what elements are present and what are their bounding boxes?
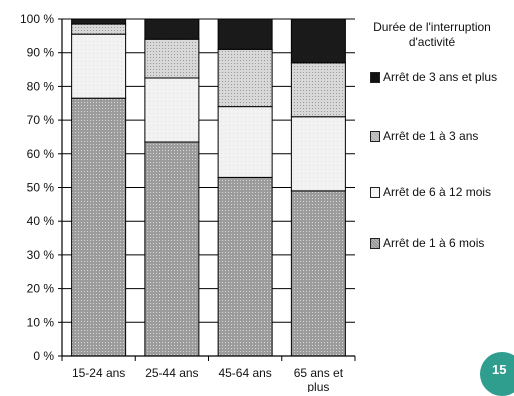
legend-swatch — [370, 186, 380, 198]
legend-title: Durée de l'interruption d'activité — [373, 20, 491, 49]
legend-label: Arrêt de 3 ans et plus — [383, 70, 498, 84]
y-tick-label: 100 % — [20, 12, 54, 26]
y-tick-label: 60 % — [27, 147, 55, 161]
legend-label: Arrêt de 6 à 12 mois — [383, 185, 492, 199]
bar-segment — [290, 190, 346, 357]
bar-segment — [217, 176, 273, 357]
bar-segment — [217, 18, 273, 50]
legend-item: Arrêt de 1 à 6 mois — [370, 236, 484, 250]
x-tick-label: 45-64 ans — [218, 366, 271, 380]
bar-segment — [290, 62, 346, 118]
y-tick-label: 0 % — [33, 349, 54, 363]
bar-segment — [144, 77, 200, 143]
bar-segment — [290, 116, 346, 192]
y-tick-label: 40 % — [27, 214, 55, 228]
page-number: 15 — [492, 362, 507, 377]
legend-item: Arrêt de 3 ans et plus — [370, 70, 497, 84]
y-tick-label: 20 % — [27, 282, 55, 296]
bar-segment — [71, 18, 127, 25]
bar-segment — [217, 48, 273, 108]
legend-label: Arrêt de 1 à 3 ans — [383, 129, 479, 143]
bars — [71, 18, 346, 357]
legend-swatch — [370, 71, 380, 83]
y-tick-label: 50 % — [27, 181, 55, 195]
y-tick-label: 70 % — [27, 113, 55, 127]
bar-segment — [290, 18, 346, 64]
bar-segment — [71, 97, 127, 357]
y-tick-label: 80 % — [27, 79, 55, 93]
y-tick-label: 10 % — [27, 315, 55, 329]
legend-label: Arrêt de 1 à 6 mois — [383, 236, 485, 250]
legend-swatch — [370, 130, 380, 142]
y-tick-labels: 0 % 10 % 20 % 30 % 40 % 50 % 60 % 70 % 80 % 90 % 1… — [20, 12, 54, 363]
x-tick-label: 15-24 ans — [72, 366, 125, 380]
bar-segment — [71, 33, 127, 99]
bar-segment — [144, 18, 200, 40]
y-tick-label: 30 % — [27, 248, 55, 262]
legend-item: Arrêt de 6 à 12 mois — [370, 185, 491, 199]
legend-swatch — [370, 237, 380, 249]
x-tick-label: 65 ans et plus — [294, 366, 344, 392]
bar-segment — [217, 106, 273, 178]
bar-segment — [71, 23, 127, 35]
x-tick-labels: 15-24 ans 25-44 ans 45-64 ans 65 ans et plus — [72, 366, 344, 392]
x-tick-label: 25-44 ans — [145, 366, 198, 380]
page-number-badge: 15 — [480, 352, 514, 396]
bar-segment — [144, 38, 200, 79]
legend-item: Arrêt de 1 à 3 ans — [370, 129, 478, 143]
axes — [61, 19, 356, 361]
y-tick-label: 90 % — [27, 46, 55, 60]
bar-segment — [144, 141, 200, 357]
